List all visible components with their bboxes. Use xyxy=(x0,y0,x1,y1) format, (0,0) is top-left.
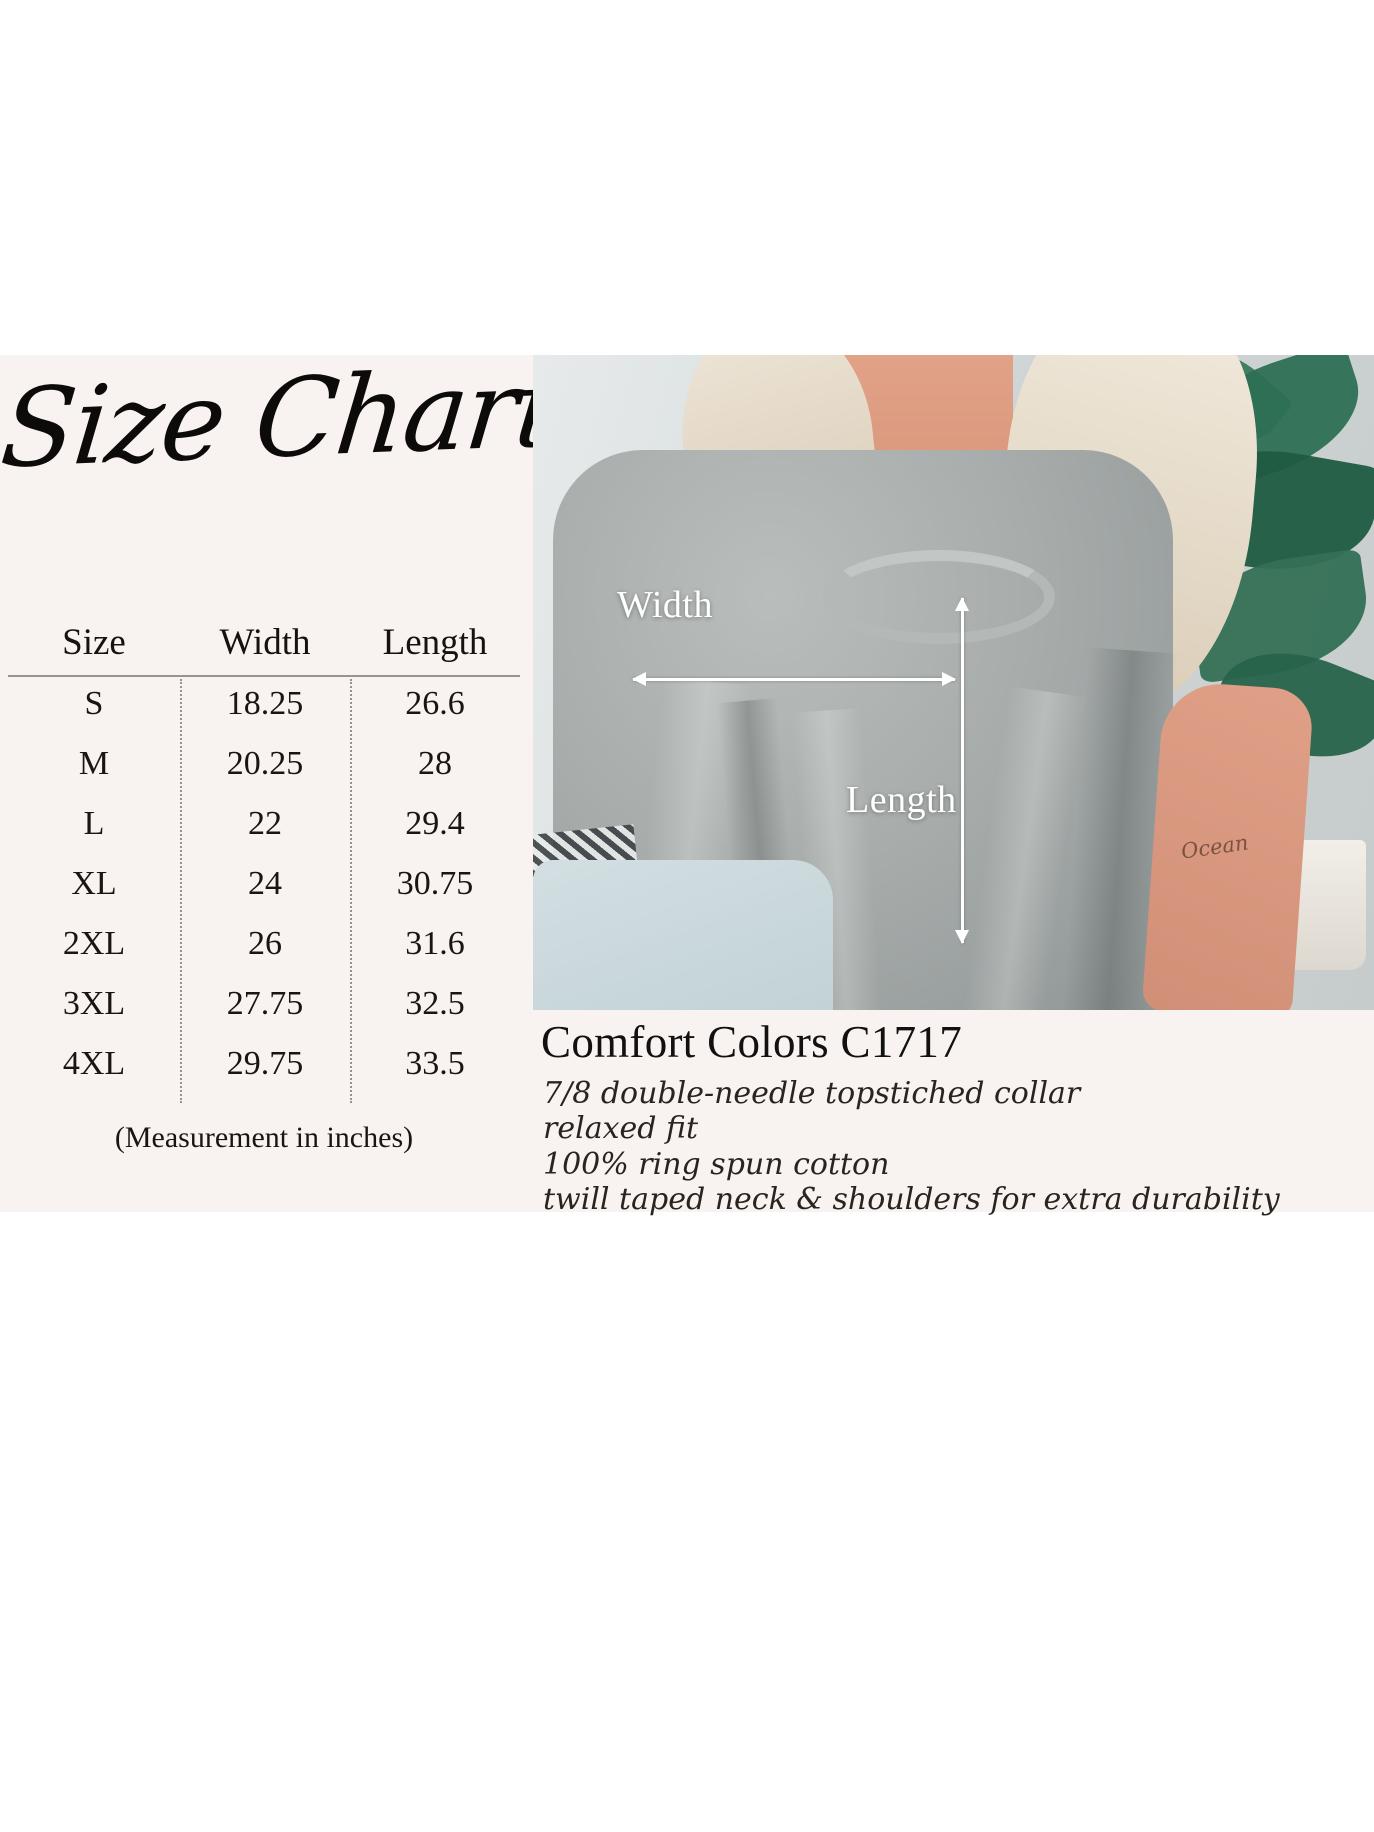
width-measure-label: Width xyxy=(617,584,713,626)
table-row: M 20.25 28 xyxy=(8,734,520,794)
cell-size: 3XL xyxy=(62,985,126,1022)
table-row: 3XL 27.75 32.5 xyxy=(8,974,520,1034)
length-measure-label: Length xyxy=(846,779,957,821)
product-feature: 7/8 double-needle topstiched collar xyxy=(543,1076,1081,1111)
size-table: Size Width Length S 18.25 26.6 M 20.25 2… xyxy=(8,617,520,1103)
cell-length: 33.5 xyxy=(405,1045,465,1082)
content-block: Size Chart Size Width Length S 18.25 26.… xyxy=(0,345,1374,1217)
table-row: 2XL 26 31.6 xyxy=(8,914,520,974)
table-row: S 18.25 26.6 xyxy=(8,674,520,734)
product-feature: 100% ring spun cotton xyxy=(543,1146,890,1182)
cell-length: 31.6 xyxy=(405,925,465,962)
column-header-width: Width xyxy=(219,622,311,663)
product-features-list: 7/8 double-needle topstiched collar rela… xyxy=(543,1076,1373,1218)
width-arrow-icon xyxy=(632,672,956,686)
cell-size: 2XL xyxy=(62,925,126,962)
product-title: Comfort Colors C1717 xyxy=(541,1017,963,1067)
cell-length: 30.75 xyxy=(396,865,474,902)
cell-size: L xyxy=(83,805,105,842)
header-divider xyxy=(8,675,520,677)
product-feature: relaxed fit xyxy=(543,1111,699,1147)
product-info: Comfort Colors C1717 7/8 double-needle t… xyxy=(533,1010,1374,1217)
table-row: XL 24 30.75 xyxy=(8,854,520,914)
table-row: L 22 29.4 xyxy=(8,794,520,854)
cell-size: S xyxy=(84,685,104,722)
size-chart-panel: Size Chart Size Width Length S 18.25 26.… xyxy=(0,345,564,1212)
cell-width: 26 xyxy=(248,925,282,962)
table-row: 4XL 29.75 33.5 xyxy=(8,1034,520,1094)
tshirt-collar xyxy=(823,550,1055,644)
column-header-length: Length xyxy=(382,622,488,663)
cell-width: 18.25 xyxy=(226,685,304,722)
product-photo: Ocean Width Length xyxy=(533,355,1374,1010)
column-divider-1 xyxy=(180,679,182,1103)
length-arrow-icon xyxy=(955,597,969,944)
cell-width: 24 xyxy=(248,865,282,902)
model-jeans xyxy=(533,860,833,1010)
table-header-row: Size Width Length xyxy=(8,617,520,674)
product-panel: Ocean Width Length Comfort Colors C1717 … xyxy=(533,355,1374,1217)
cell-length: 32.5 xyxy=(405,985,465,1022)
cell-width: 20.25 xyxy=(226,745,304,782)
cell-size: XL xyxy=(71,865,117,902)
cell-size: 4XL xyxy=(62,1045,126,1082)
cell-width: 29.75 xyxy=(226,1045,304,1082)
product-feature: twill taped neck & shoulders for extra d… xyxy=(543,1182,1280,1218)
cell-length: 26.6 xyxy=(405,685,465,722)
cell-length: 28 xyxy=(418,745,452,782)
cell-length: 29.4 xyxy=(405,805,465,842)
column-header-size: Size xyxy=(62,622,126,663)
column-divider-2 xyxy=(350,679,352,1103)
cell-width: 27.75 xyxy=(226,985,304,1022)
measurement-note: (Measurement in inches) xyxy=(114,1121,414,1154)
cell-size: M xyxy=(78,745,110,782)
page-title: Size Chart xyxy=(0,345,564,493)
cell-width: 22 xyxy=(248,805,282,842)
